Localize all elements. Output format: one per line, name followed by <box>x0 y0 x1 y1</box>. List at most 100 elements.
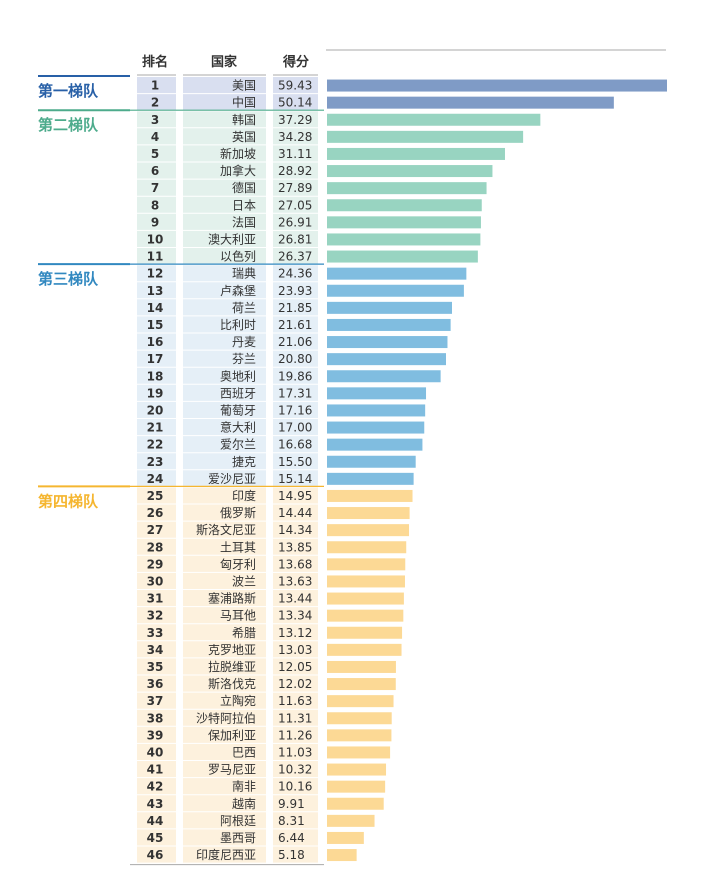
bar <box>327 643 402 656</box>
table-row: 30 波兰 13.63 <box>137 574 405 590</box>
bar <box>327 814 375 827</box>
tier-band-2-col-2 <box>183 111 266 266</box>
tier-band-3-col-3 <box>273 265 318 488</box>
country-label: 澳大利亚 <box>208 232 256 246</box>
country-label: 英国 <box>232 130 256 144</box>
bar <box>327 233 481 246</box>
table-row: 9 法国 26.91 <box>137 215 481 231</box>
score-label: 10.16 <box>278 780 312 794</box>
table-row: 22 爱尔兰 16.68 <box>137 437 423 454</box>
table-row: 3 韩国 37.29 <box>137 112 541 129</box>
table-row: 28 土耳其 13.85 <box>137 540 407 556</box>
rank-label: 31 <box>147 592 164 606</box>
score-label: 17.31 <box>278 386 312 400</box>
table-row: 7 德国 27.89 <box>137 180 487 197</box>
country-label: 土耳其 <box>220 540 256 554</box>
rank-label: 38 <box>147 711 164 725</box>
table-row: 1 美国 59.43 <box>137 79 667 95</box>
table-row: 14 荷兰 21.85 <box>137 301 452 317</box>
country-label: 南非 <box>232 779 256 794</box>
bar <box>327 489 413 502</box>
table-row: 33 希腊 13.12 <box>137 625 403 642</box>
rank-label: 43 <box>147 797 164 811</box>
country-label: 荷兰 <box>232 301 256 315</box>
table-row: 29 匈牙利 13.68 <box>137 557 406 573</box>
rank-label: 13 <box>147 284 164 298</box>
rank-label: 19 <box>147 386 164 400</box>
score-label: 15.14 <box>278 472 312 486</box>
score-label: 5.18 <box>278 848 305 862</box>
score-label: 9.91 <box>278 797 305 811</box>
score-label: 20.80 <box>278 352 312 366</box>
rank-label: 40 <box>147 745 164 759</box>
table-row: 36 斯洛伐克 12.02 <box>137 676 396 693</box>
score-label: 11.63 <box>278 694 312 708</box>
table-row: 21 意大利 17.00 <box>137 420 425 437</box>
bar <box>327 524 410 537</box>
country-label: 巴西 <box>232 745 256 759</box>
header-country: 国家 <box>211 54 238 70</box>
bar <box>327 780 386 793</box>
bar <box>327 678 396 691</box>
rank-label: 41 <box>147 763 164 777</box>
score-label: 17.16 <box>278 403 312 417</box>
score-label: 11.03 <box>278 745 312 759</box>
rank-label: 37 <box>147 694 164 708</box>
table-row: 6 加拿大 28.92 <box>137 163 493 180</box>
tier-label: 第二梯队 <box>38 116 99 134</box>
score-label: 14.34 <box>278 523 312 537</box>
rank-label: 7 <box>151 181 159 195</box>
rank-label: 18 <box>147 369 164 383</box>
bar <box>327 165 493 178</box>
score-label: 24.36 <box>278 267 312 281</box>
rank-label: 28 <box>147 540 164 554</box>
country-label: 意大利 <box>220 420 256 435</box>
score-label: 27.89 <box>278 181 312 195</box>
score-label: 23.93 <box>278 284 312 298</box>
bar <box>327 729 392 742</box>
bar <box>327 763 387 776</box>
score-label: 11.26 <box>278 728 312 742</box>
country-label: 德国 <box>232 180 256 195</box>
bar <box>327 831 364 844</box>
bar <box>327 541 407 554</box>
rank-label: 4 <box>151 130 159 144</box>
table-row: 17 芬兰 20.80 <box>137 352 446 368</box>
rank-label: 34 <box>147 643 164 657</box>
table-row: 4 英国 34.28 <box>137 130 524 146</box>
country-label: 美国 <box>232 79 256 93</box>
table-row: 15 比利时 21.61 <box>137 318 451 334</box>
score-label: 13.63 <box>278 574 312 588</box>
table-row: 39 保加利亚 11.26 <box>137 728 392 744</box>
table-row: 44 阿根廷 8.31 <box>137 814 375 830</box>
table-row: 34 克罗地亚 13.03 <box>137 643 402 659</box>
bar <box>327 472 414 485</box>
table-row: 20 葡萄牙 17.16 <box>137 403 426 419</box>
table-row: 10 澳大利亚 26.81 <box>137 232 481 248</box>
country-label: 沙特阿拉伯 <box>196 710 256 725</box>
rank-label: 32 <box>147 609 164 623</box>
country-label: 立陶宛 <box>220 693 256 708</box>
score-label: 26.37 <box>278 250 312 264</box>
country-label: 墨西哥 <box>220 831 256 845</box>
table-row: 26 俄罗斯 14.44 <box>137 506 410 522</box>
country-label: 斯洛文尼亚 <box>196 522 256 537</box>
bar <box>327 250 478 263</box>
score-label: 21.85 <box>278 301 312 315</box>
score-label: 12.05 <box>278 660 312 674</box>
bar <box>327 284 464 297</box>
table-row: 42 南非 10.16 <box>137 779 386 796</box>
table-row: 11 以色列 26.37 <box>137 250 478 266</box>
tier-label: 第四梯队 <box>38 492 99 510</box>
country-label: 保加利亚 <box>208 728 256 742</box>
country-label: 印度 <box>232 488 256 503</box>
rank-label: 11 <box>147 250 164 264</box>
country-label: 斯洛伐克 <box>208 676 256 691</box>
table-row: 27 斯洛文尼亚 14.34 <box>137 522 410 539</box>
score-label: 15.50 <box>278 455 312 469</box>
score-label: 13.03 <box>278 643 312 657</box>
bar <box>327 199 482 212</box>
table-row: 23 捷克 15.50 <box>137 455 416 471</box>
